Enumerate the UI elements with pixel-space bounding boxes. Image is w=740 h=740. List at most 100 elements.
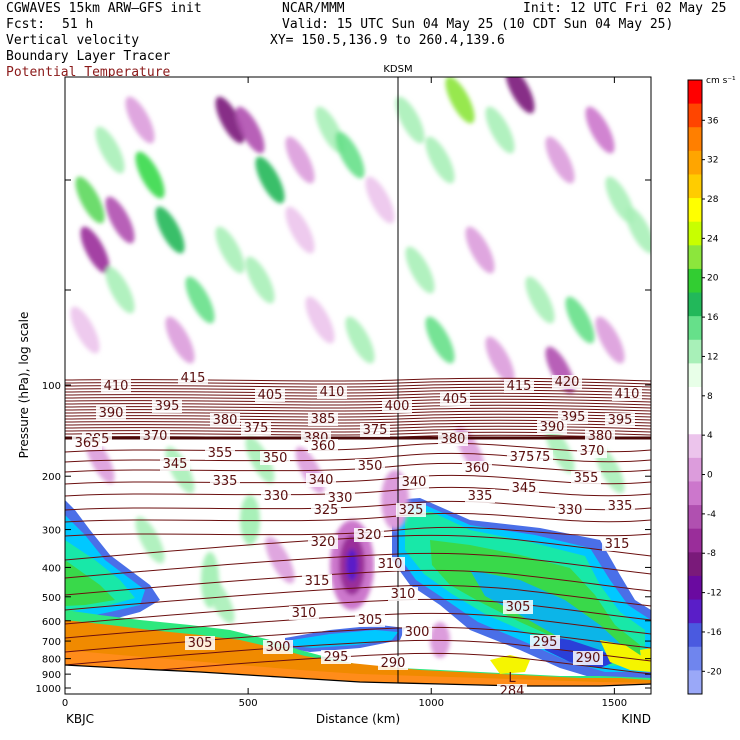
theta-label-bg bbox=[396, 503, 426, 517]
y-tick-label: 400 bbox=[42, 563, 61, 574]
theta-label: 380 bbox=[213, 413, 238, 428]
y-tick-label: 900 bbox=[42, 670, 61, 681]
theta-label-bg bbox=[503, 600, 533, 614]
velocity-streak bbox=[485, 336, 515, 384]
theta-label-bg bbox=[160, 457, 190, 471]
velocity-streak bbox=[215, 96, 245, 144]
theta-contour bbox=[65, 639, 651, 666]
theta-label-bg bbox=[378, 656, 408, 670]
theta-label-bg bbox=[602, 537, 632, 551]
theta-label-bg bbox=[555, 503, 585, 517]
velocity-streak bbox=[545, 136, 575, 184]
theta-label-bg bbox=[552, 375, 582, 389]
theta-label-bg bbox=[440, 392, 470, 406]
theta-label-bg bbox=[573, 651, 603, 665]
field-vertical-velocity: Vertical velocity bbox=[6, 33, 140, 48]
velocity-streak bbox=[505, 77, 535, 114]
y-tick-label: 200 bbox=[42, 472, 61, 483]
theta-label: 405 bbox=[443, 392, 468, 407]
theta-contour bbox=[65, 392, 651, 397]
theta-label: 330 bbox=[328, 491, 353, 506]
velocity-streak bbox=[285, 206, 315, 254]
theta-label-bg bbox=[382, 399, 412, 413]
velocity-streak bbox=[465, 226, 495, 274]
theta-label: 335 bbox=[213, 474, 238, 489]
theta-label: 420 bbox=[555, 375, 580, 390]
y-tick-label: 100 bbox=[42, 381, 61, 392]
theta-label-bg bbox=[375, 557, 405, 571]
theta-label-bg bbox=[205, 446, 235, 460]
velocity-streak bbox=[265, 536, 295, 584]
theta-label-bg bbox=[509, 481, 539, 495]
colorbar-label: 16 bbox=[707, 313, 719, 323]
velocity-streak bbox=[165, 316, 195, 364]
theta-label-bg bbox=[261, 489, 291, 503]
theta-label: 284 bbox=[500, 684, 525, 699]
colorbar-swatch bbox=[688, 505, 702, 530]
theta-label: 355 bbox=[208, 446, 233, 461]
forecast-label: Fcst: bbox=[6, 17, 46, 32]
velocity-streak bbox=[625, 206, 651, 254]
theta-label-bg bbox=[72, 436, 102, 450]
velocity-streak bbox=[305, 296, 335, 344]
theta-contour bbox=[65, 584, 651, 611]
right-endpoint-label: KIND bbox=[621, 712, 651, 726]
theta-label: 295 bbox=[324, 650, 349, 665]
theta-label-bg bbox=[321, 650, 351, 664]
velocity-streak bbox=[445, 77, 475, 124]
theta-label-bg bbox=[101, 379, 131, 393]
colorbar: 36 32 28 24 20 16 12 8 4 0 -4 -8 -12 -16 -20 bbox=[687, 79, 722, 695]
theta-label: 330 bbox=[558, 503, 583, 518]
theta-label: 340 bbox=[402, 475, 427, 490]
theta-label: 335 bbox=[608, 499, 633, 514]
theta-label-bg bbox=[585, 429, 615, 443]
theta-label: 415 bbox=[507, 379, 532, 394]
colorbar-swatch bbox=[688, 221, 702, 246]
theta-label: 300 bbox=[266, 640, 291, 655]
theta-label: 410 bbox=[615, 387, 640, 402]
theta-label-bg bbox=[571, 471, 601, 485]
cross-section-endpoints: XY= 150.5,136.9 to 260.4,139.6 bbox=[270, 33, 505, 48]
colorbar-label: -20 bbox=[707, 667, 722, 677]
theta-label-bg bbox=[465, 489, 495, 503]
y-tick-label: 700 bbox=[42, 637, 61, 648]
colorbar-label: -4 bbox=[707, 510, 716, 520]
organization: NCAR/MMM bbox=[282, 1, 345, 16]
theta-contour bbox=[65, 569, 651, 596]
theta-contour bbox=[65, 534, 651, 561]
theta-label: 335 bbox=[468, 489, 493, 504]
theta-label: 350 bbox=[263, 451, 288, 466]
velocity-streak bbox=[405, 246, 435, 294]
theta-contour bbox=[65, 626, 651, 653]
theta-label: 290 bbox=[381, 656, 406, 671]
theta-label-bg bbox=[289, 606, 319, 620]
colorbar-label: 0 bbox=[707, 471, 713, 481]
y-axis: 100 200 300 400 500 600 700 800 900 1000 bbox=[36, 179, 651, 695]
x-tick-label: 1000 bbox=[419, 698, 444, 709]
theta-label: 395 bbox=[608, 413, 633, 428]
colorbar-swatch bbox=[688, 150, 702, 175]
theta-label-bg bbox=[360, 423, 390, 437]
velocity-streak bbox=[585, 106, 615, 154]
velocity-streak bbox=[185, 276, 215, 324]
theta-label-bg bbox=[241, 421, 271, 435]
x-axis-label: Distance (km) bbox=[316, 712, 400, 726]
theta-label-bg bbox=[462, 461, 492, 475]
theta-label-bg bbox=[507, 450, 537, 464]
colorbar-swatch bbox=[688, 198, 702, 223]
colorbar-swatch bbox=[688, 646, 702, 671]
velocity-streak bbox=[395, 96, 425, 144]
theta-label-bg bbox=[388, 587, 418, 601]
theta-contour bbox=[65, 395, 651, 400]
velocity-streak bbox=[135, 151, 165, 199]
colorbar-swatch bbox=[688, 387, 702, 412]
velocity-streak bbox=[595, 316, 625, 364]
velocity-streak bbox=[245, 256, 275, 304]
theta-label: 325 bbox=[399, 503, 424, 518]
theta-label-bg bbox=[402, 625, 432, 639]
velocity-streak bbox=[565, 296, 595, 344]
theta-label: 305 bbox=[358, 613, 383, 628]
theta-label: 355 bbox=[574, 471, 599, 486]
